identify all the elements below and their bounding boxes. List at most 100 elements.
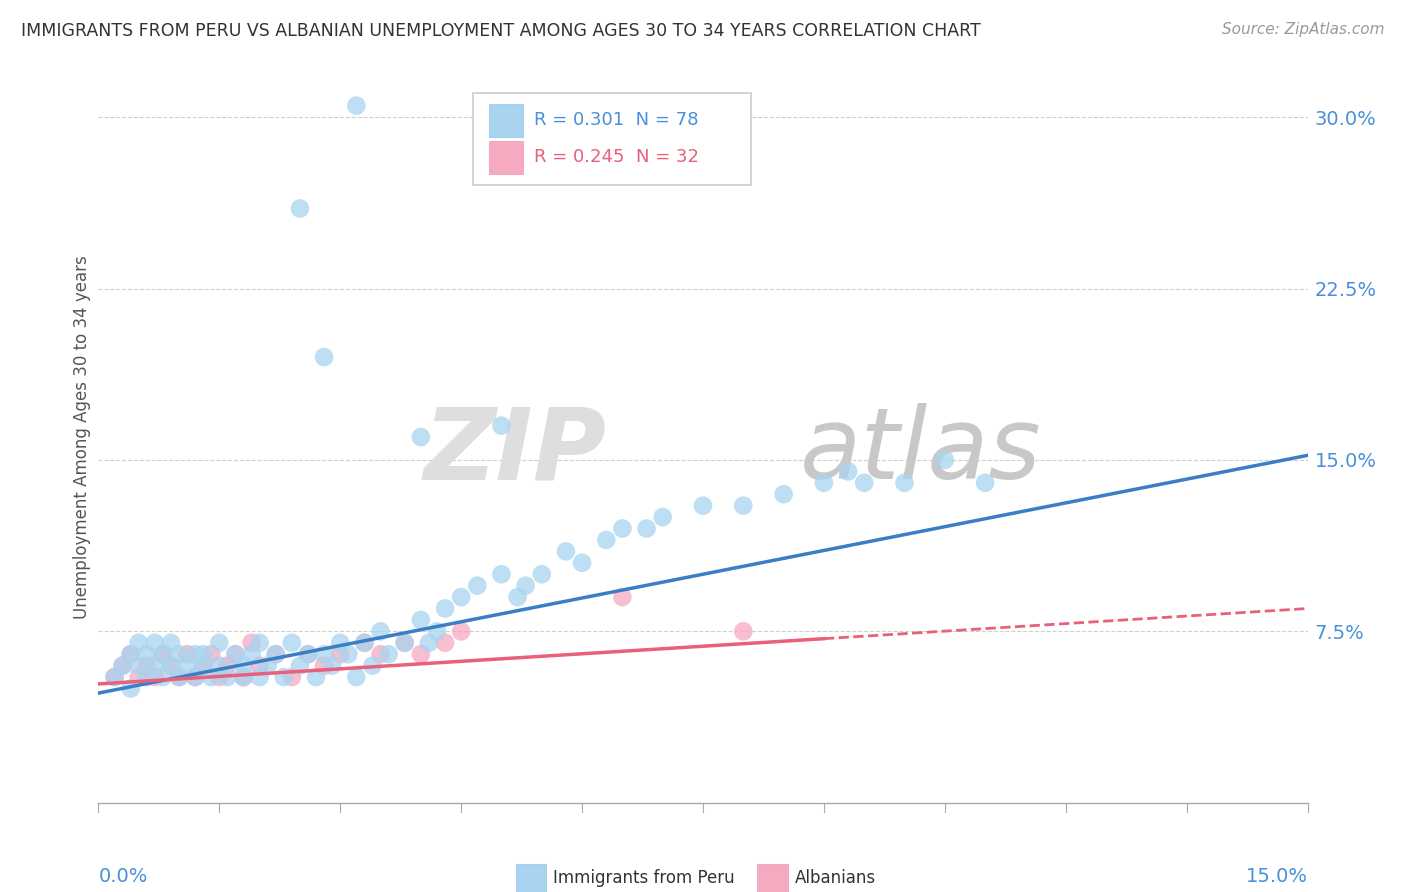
Point (434, 601, 457, 615)
Point (329, 647, 352, 661)
Point (120, 681, 142, 696)
Point (692, 499, 714, 513)
Point (515, 579, 537, 593)
Point (232, 658, 254, 673)
Point (111, 658, 134, 673)
Y-axis label: Unemployment Among Ages 30 to 34 years: Unemployment Among Ages 30 to 34 years (73, 255, 91, 619)
Point (813, 475, 835, 490)
Point (143, 658, 166, 673)
Point (733, 624, 755, 639)
Point (612, 521, 634, 535)
Point (128, 670, 150, 684)
Point (370, 647, 392, 661)
Point (128, 658, 150, 673)
Point (152, 670, 174, 684)
FancyBboxPatch shape (489, 104, 523, 137)
Text: Albanians: Albanians (794, 869, 876, 888)
Point (249, 636, 271, 650)
Point (409, 647, 432, 661)
Point (249, 670, 271, 684)
Point (224, 647, 246, 661)
Point (152, 647, 174, 661)
Point (167, 670, 190, 684)
Point (160, 658, 183, 673)
Point (208, 636, 231, 650)
Point (409, 613, 432, 627)
Point (974, 475, 997, 490)
Point (143, 670, 166, 684)
Text: 0.0%: 0.0% (98, 867, 148, 886)
Point (418, 636, 440, 650)
Text: R = 0.245  N = 32: R = 0.245 N = 32 (534, 148, 699, 166)
Point (152, 647, 174, 661)
Point (256, 658, 278, 673)
Point (853, 475, 876, 490)
Point (135, 647, 157, 661)
Point (530, 567, 553, 582)
Point (450, 590, 472, 604)
Point (232, 670, 254, 684)
Point (344, 670, 367, 684)
FancyBboxPatch shape (516, 864, 546, 892)
Point (837, 464, 859, 478)
Point (264, 647, 287, 661)
Point (491, 567, 513, 582)
Point (571, 556, 593, 570)
Point (450, 624, 472, 639)
Point (934, 453, 956, 467)
Point (651, 510, 673, 524)
Point (893, 475, 915, 490)
Text: 15.0%: 15.0% (1246, 867, 1308, 886)
Point (135, 658, 157, 673)
Point (636, 521, 658, 535)
Point (176, 647, 198, 661)
Point (394, 636, 416, 650)
Point (120, 647, 142, 661)
Point (314, 647, 336, 661)
Point (160, 636, 183, 650)
Point (240, 647, 263, 661)
Point (208, 670, 231, 684)
Point (297, 647, 319, 661)
Point (128, 636, 150, 650)
Text: Immigrants from Peru: Immigrants from Peru (553, 869, 735, 888)
Point (491, 418, 513, 433)
Point (465, 579, 488, 593)
Point (184, 670, 207, 684)
Point (281, 670, 304, 684)
FancyBboxPatch shape (474, 94, 751, 185)
Point (329, 636, 352, 650)
Point (143, 636, 166, 650)
Point (353, 636, 375, 650)
Text: R = 0.301  N = 78: R = 0.301 N = 78 (534, 112, 699, 129)
Point (409, 430, 432, 444)
Point (167, 670, 190, 684)
Point (111, 658, 134, 673)
Point (772, 487, 794, 501)
Point (612, 590, 634, 604)
Point (217, 670, 239, 684)
Point (344, 98, 367, 112)
Point (337, 647, 360, 661)
Point (297, 647, 319, 661)
Point (135, 670, 157, 684)
Point (264, 647, 287, 661)
Point (273, 670, 295, 684)
Point (434, 636, 457, 650)
Point (103, 670, 125, 684)
Point (193, 658, 215, 673)
Text: atlas: atlas (800, 403, 1042, 500)
Point (193, 647, 215, 661)
Point (555, 544, 578, 558)
Point (426, 624, 449, 639)
Point (240, 636, 263, 650)
Point (506, 590, 529, 604)
Point (120, 647, 142, 661)
Point (200, 647, 222, 661)
Point (353, 636, 375, 650)
Point (370, 624, 392, 639)
Point (314, 350, 336, 364)
Point (394, 636, 416, 650)
Point (193, 658, 215, 673)
Point (232, 670, 254, 684)
